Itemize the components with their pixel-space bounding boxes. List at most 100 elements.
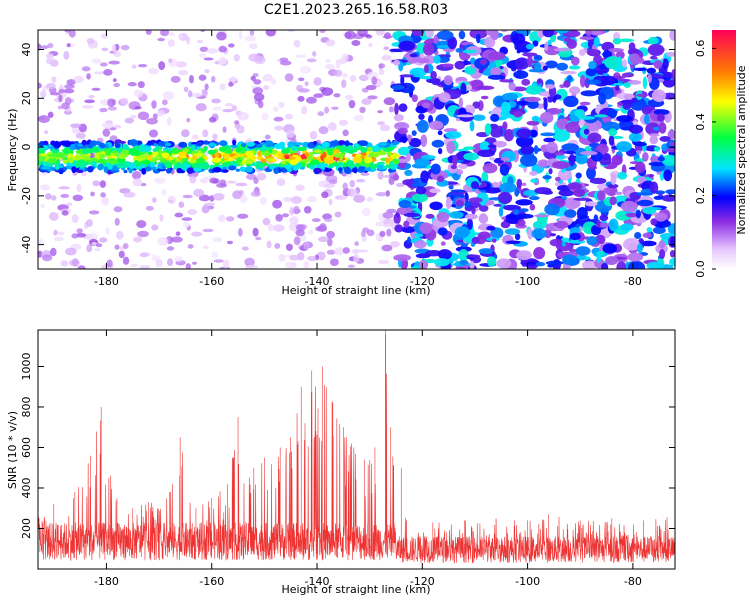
heatmap-cell — [293, 39, 301, 48]
heatmap-cell — [113, 50, 122, 58]
heatmap-cell — [197, 39, 203, 44]
heatmap-cell — [57, 231, 65, 236]
heatmap-cell — [407, 145, 414, 150]
heatmap-cell — [432, 81, 445, 86]
heatmap-cell — [266, 240, 272, 249]
heatmap-cell — [250, 190, 261, 197]
heatmap-cell — [101, 47, 109, 52]
heatmap-cell — [482, 163, 498, 174]
heatmap-cell — [87, 143, 94, 149]
heatmap-cell — [403, 220, 410, 229]
heatmap-cell — [430, 163, 441, 175]
heatmap-cell — [308, 151, 314, 157]
heatmap-cell — [307, 255, 317, 262]
heatmap-cell — [333, 247, 345, 256]
heatmap-cell — [625, 212, 638, 218]
heatmap-cell — [103, 166, 109, 173]
heatmap-cell — [548, 168, 553, 175]
heatmap-cell — [199, 53, 207, 59]
heatmap-cell — [458, 260, 469, 265]
heatmap-cell — [289, 159, 298, 165]
colorbar-tick-label: 0.4 — [694, 113, 707, 131]
heatmap-cell — [86, 219, 93, 227]
heatmap-cell — [307, 196, 317, 203]
heatmap-cell — [360, 147, 368, 153]
heatmap-cell — [344, 140, 350, 147]
heatmap-cell — [477, 231, 491, 240]
heatmap-cell — [497, 125, 503, 129]
heatmap-cell — [521, 182, 527, 187]
heatmap-cell — [636, 176, 647, 184]
heatmap-cell — [568, 153, 576, 167]
heatmap-cell — [593, 36, 600, 48]
heatmap-cell — [620, 99, 635, 105]
heatmap-cell — [505, 240, 521, 244]
heatmap-cell — [387, 165, 395, 169]
heatmap-cell — [464, 213, 478, 220]
heatmap-cell — [53, 141, 62, 149]
heatmap-cell — [255, 236, 262, 241]
heatmap-cell — [202, 129, 209, 138]
heatmap-cell — [399, 136, 408, 143]
heatmap-cell — [635, 209, 641, 219]
heatmap-cell — [98, 158, 108, 164]
heatmap-cell — [527, 227, 534, 240]
heatmap-cell — [94, 248, 101, 252]
heatmap-cell — [253, 56, 266, 65]
heatmap-cell — [318, 236, 329, 243]
heatmap-cell — [438, 92, 451, 103]
heatmap-cell — [437, 227, 448, 236]
heatmap-cell — [502, 204, 521, 211]
heatmap-cell — [136, 220, 147, 229]
heatmap-cell — [472, 101, 481, 109]
heatmap-cell — [70, 123, 82, 128]
heatmap-cell — [608, 128, 618, 137]
heatmap-cell — [278, 101, 285, 108]
heatmap-cell — [160, 30, 170, 37]
heatmap-cell — [448, 184, 454, 190]
heatmap-cell — [201, 204, 210, 214]
heatmap-cell — [401, 226, 416, 234]
heatmap-cell — [103, 69, 113, 76]
heatmap-cell — [391, 141, 400, 145]
heatmap-cell — [634, 231, 642, 240]
heatmap-cell — [585, 30, 593, 36]
heatmap-cell — [167, 39, 175, 47]
heatmap-cell — [484, 123, 492, 136]
heatmap-cell — [284, 73, 294, 82]
heatmap-cell — [533, 62, 542, 72]
heatmap-cell — [151, 224, 159, 231]
heatmap-cell — [578, 49, 586, 56]
heatmap-cell — [454, 60, 466, 70]
heatmap-cell — [130, 114, 137, 119]
heatmap-cell — [190, 144, 196, 152]
heatmap-cell — [131, 64, 137, 69]
heatmap-cell — [422, 42, 435, 56]
heatmap-cell — [313, 77, 322, 86]
heatmap-cell — [188, 75, 194, 84]
heatmap-cell — [418, 259, 428, 269]
heatmap-cell — [97, 163, 104, 171]
heatmap-cell — [328, 122, 337, 131]
heatmap-cell — [390, 240, 400, 248]
heatmap-cell — [256, 172, 267, 181]
heatmap-cell — [326, 165, 334, 169]
heatmap-cell — [199, 162, 210, 170]
heatmap-cell — [214, 152, 220, 158]
heatmap-cell — [642, 151, 649, 162]
heatmap-cell — [116, 230, 124, 240]
heatmap-cell — [167, 147, 172, 152]
heatmap-cell — [118, 250, 125, 259]
heatmap-cell — [230, 144, 239, 148]
heatmap-cell — [614, 191, 623, 195]
heatmap-cell — [38, 155, 46, 162]
heatmap-cell — [468, 197, 483, 203]
heatmap-cell — [558, 189, 575, 197]
heatmap-cell — [169, 32, 175, 37]
heatmap-cell — [213, 192, 225, 201]
heatmap-cell — [342, 129, 349, 137]
heatmap-cell — [596, 252, 602, 264]
heatmap-cell — [199, 46, 209, 52]
heatmap-cell — [244, 264, 256, 269]
heatmap-cell — [154, 155, 160, 160]
